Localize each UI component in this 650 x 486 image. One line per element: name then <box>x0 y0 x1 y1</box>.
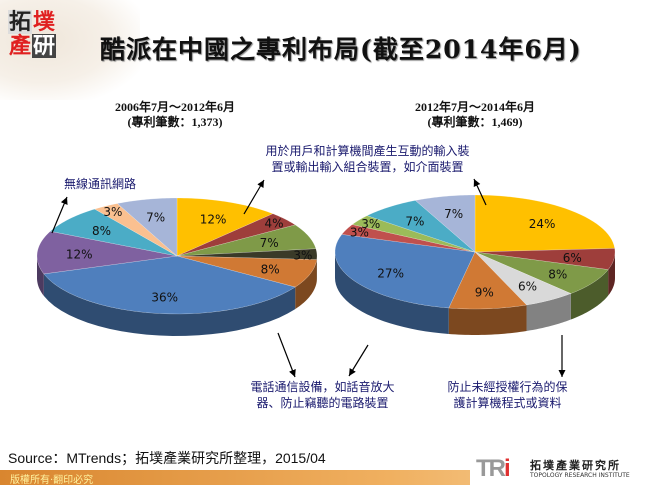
data-label: 7% <box>260 236 279 250</box>
annotation-line: 器、防止竊聽的電路裝置 <box>235 395 410 411</box>
brand-cn: 拓墣產業研究所 <box>530 457 621 473</box>
data-label: 12% <box>66 247 93 261</box>
data-label: 7% <box>146 210 165 224</box>
annotation-line: 防止未經授權行為的保 <box>435 379 580 395</box>
tri-mark: TRi <box>476 455 509 483</box>
pie-slice-side <box>449 305 527 335</box>
tri-logo: TRi 拓墣產業研究所 TOPOLOGY RESEARCH INSTITUTE <box>470 455 650 485</box>
annotation-input-device: 用於用戶和計算機間產生互動的輸入裝 置或輸出輸入組合裝置，如介面裝置 <box>250 143 485 175</box>
data-label: 6% <box>563 251 582 265</box>
annotation-protect: 防止未經授權行為的保 護計算機程式或資料 <box>435 379 580 411</box>
data-label: 6% <box>518 280 537 294</box>
annotation-wireless: 無線通訊網路 <box>40 176 160 192</box>
data-label: 9% <box>475 286 494 300</box>
annotation-line: 電話通信設備，如話音放大 <box>235 379 410 395</box>
data-label: 3% <box>293 248 312 262</box>
data-label: 27% <box>377 266 404 280</box>
source-note: Source：MTrends；拓墣產業研究所整理，2015/04 <box>8 448 326 468</box>
data-label: 8% <box>92 224 111 238</box>
annotation-line: 護計算機程式或資料 <box>435 395 580 411</box>
data-label: 4% <box>265 217 284 231</box>
arrow-phone-right <box>349 345 368 376</box>
data-label: 24% <box>529 217 556 231</box>
data-label: 7% <box>405 214 424 228</box>
data-label: 7% <box>444 207 463 221</box>
data-label: 3% <box>103 205 122 219</box>
arrow-phone-left <box>278 333 295 377</box>
copyright: 版權所有‧翻印必究 <box>10 471 93 486</box>
data-label: 8% <box>261 263 280 277</box>
annotation-line: 用於用戶和計算機間產生互動的輸入裝 <box>250 143 485 159</box>
data-label: 8% <box>548 267 567 281</box>
annotation-phone: 電話通信設備，如話音放大 器、防止竊聽的電路裝置 <box>235 379 410 411</box>
data-label: 36% <box>151 290 178 304</box>
brand-en: TOPOLOGY RESEARCH INSTITUTE <box>530 472 630 479</box>
data-label: 3% <box>361 217 380 231</box>
annotation-line: 置或輸出輸入組合裝置，如介面裝置 <box>250 159 485 175</box>
data-label: 12% <box>200 212 227 226</box>
